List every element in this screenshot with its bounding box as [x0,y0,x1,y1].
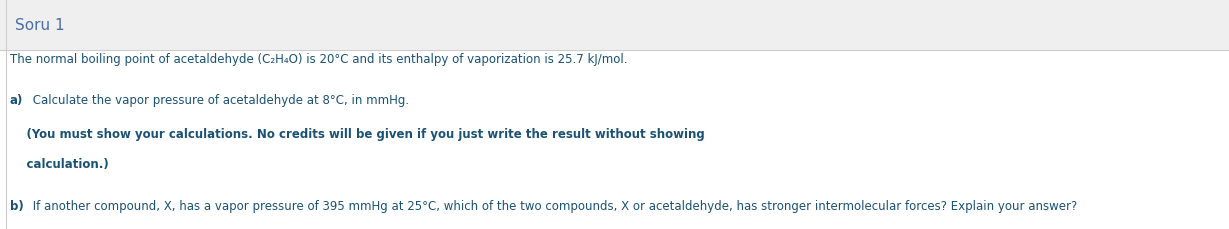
Text: calculation.): calculation.) [10,157,108,170]
Text: If another compound, X, has a vapor pressure of 395 mmHg at 25°C, which of the t: If another compound, X, has a vapor pres… [29,200,1078,213]
Text: (You must show your calculations. No credits will be given if you just write the: (You must show your calculations. No cre… [10,128,704,140]
Text: Calculate the vapor pressure of acetaldehyde at 8°C, in mmHg.: Calculate the vapor pressure of acetalde… [29,93,409,106]
Text: a): a) [10,93,23,106]
Text: Soru 1: Soru 1 [15,18,64,33]
Text: b): b) [10,200,23,213]
FancyBboxPatch shape [0,0,1229,50]
Text: The normal boiling point of acetaldehyde (C₂H₄O) is 20°C and its enthalpy of vap: The normal boiling point of acetaldehyde… [10,53,627,66]
